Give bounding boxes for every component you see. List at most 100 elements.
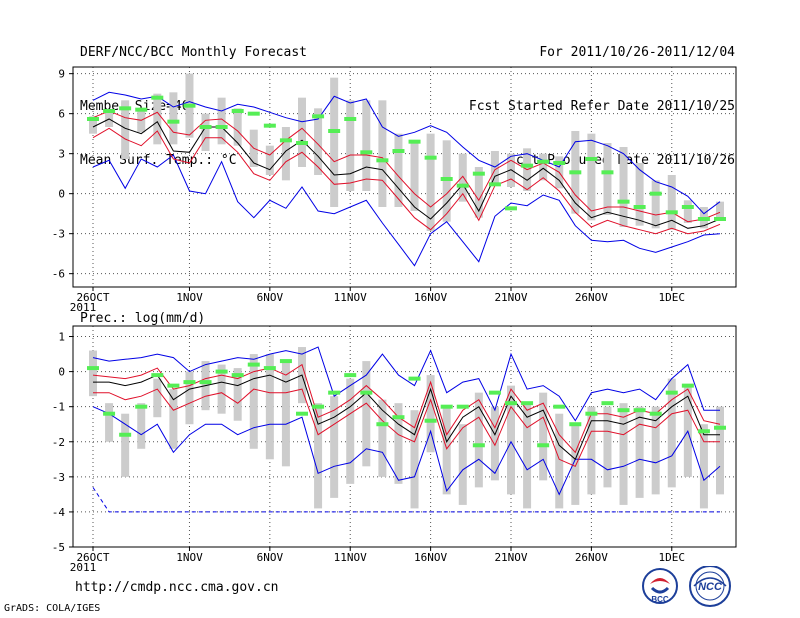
series-min-line [92,154,721,267]
observed-marker [296,411,308,416]
observed-marker [247,362,260,367]
spread-box [571,424,580,505]
observed-marker [344,373,357,378]
spread-box [314,403,323,509]
spread-box [651,180,660,229]
spread-box [362,100,371,191]
observed-marker [488,390,501,395]
observed-marker [344,117,357,121]
series-lower-line [93,388,720,467]
spread-box [603,143,612,215]
observed-marker [167,119,180,124]
observed-marker [215,369,228,374]
year-label: 2011 [70,561,97,574]
observed-marker [87,366,99,371]
observed-marker [665,210,678,215]
observed-marker [279,138,292,143]
series-median-line [92,118,721,229]
observed-marker [279,359,292,364]
y-tick-label: 3 [58,148,65,161]
series-max-line [92,91,721,215]
spread-box [137,403,146,449]
spread-box [716,201,724,218]
observed-marker [360,150,373,155]
series-lower-line [92,127,721,235]
spread-box [169,389,178,449]
observed-marker [633,408,646,413]
y-tick-label: -5 [52,541,65,554]
spread-box [490,151,499,185]
series-median-line [93,374,720,461]
y-tick-label: 1 [58,331,65,344]
observed-marker [376,422,389,427]
spread-box [89,350,97,397]
spread-box [281,127,290,181]
observed-marker [601,401,614,406]
observed-marker [553,161,566,165]
observed-marker [521,163,534,168]
fcst-started-date: Fcst Started Refer Date 2011/10/25 [468,99,735,114]
spread-box [105,109,114,127]
spread-box [635,406,644,498]
observed-marker [424,418,437,423]
spread-box [89,116,97,134]
spread-box [458,424,467,505]
spread-box [105,403,114,442]
spread-box [169,92,178,145]
spread-box [442,406,451,495]
panel-title: Prec.: log(mm/d) [80,311,205,326]
spread-box [265,145,274,175]
spread-box [587,406,596,495]
observed-marker [119,432,132,437]
spread-box [249,354,258,449]
spread-box [667,175,676,230]
observed-marker [263,366,276,371]
spread-box [378,100,387,207]
x-tick-label: 6NOV [257,551,284,564]
observed-marker [569,170,582,175]
observed-marker [231,109,244,113]
observed-marker [312,114,325,119]
spread-box [394,133,403,207]
observed-marker [392,149,405,153]
spread-box [265,354,274,460]
footer-url[interactable]: http://cmdp.ncc.cma.gov.cn [75,580,279,595]
spread-box [619,147,628,227]
bcc-logo: BCC [642,568,678,604]
ncc-logo-text: NCC [698,581,723,593]
observed-marker [360,390,373,395]
y-tick-label: -4 [52,506,66,519]
observed-marker [103,411,116,416]
x-tick-label: 26OCT [76,551,109,564]
x-tick-label: 1DEC [659,291,686,304]
observed-marker [585,411,598,416]
observed-marker [328,129,341,133]
spread-box [410,410,419,509]
forecast-period: For 2011/10/26-2011/12/04 [539,45,735,60]
spread-box [394,403,403,484]
observed-marker [649,191,662,196]
logos: BCC NCC [642,566,731,607]
spread-box [587,133,596,221]
x-tick-label: 11NOV [334,551,367,564]
observed-marker [714,217,726,221]
observed-marker [681,205,694,209]
spread-box [330,77,339,208]
grads-credit: GrADS: COLA/IGES [4,603,101,614]
observed-marker [488,182,501,187]
x-tick-label: 1NOV [176,551,203,564]
spread-box [298,97,306,167]
spread-box [281,361,290,467]
x-tick-label: 26NOV [575,291,608,304]
observed-marker [440,177,453,181]
year-label: 2011 [70,301,97,314]
observed-marker [472,171,485,176]
spread-box [185,371,194,425]
spread-box [458,153,467,202]
spread-box [153,93,162,145]
observed-marker [601,170,614,175]
spread-box [699,424,708,509]
panel-frame [72,325,737,548]
y-tick-label: 6 [58,108,65,121]
